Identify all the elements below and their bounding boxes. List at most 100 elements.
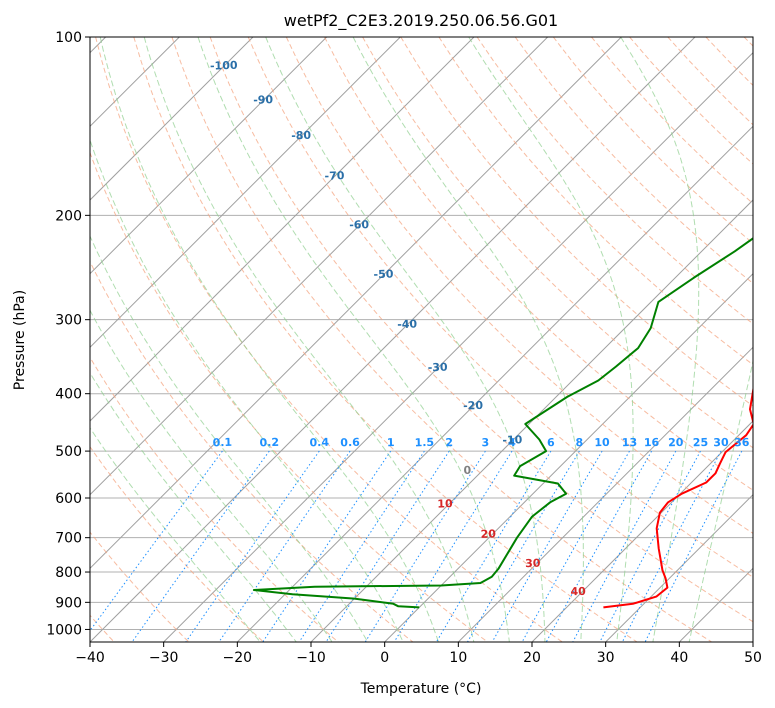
mixing-ratio-line (521, 450, 630, 642)
dry-adiabat-line (171, 37, 712, 642)
dry-adiabat-line (285, 37, 753, 534)
isotherm-line (90, 37, 696, 642)
mixing-ratio-line (393, 450, 513, 642)
dry-adiabat-label: 20 (480, 527, 496, 540)
dry-adiabat-line (133, 37, 638, 642)
dry-adiabat-label: 0 (463, 464, 471, 477)
mixing-ratio-line (545, 450, 653, 642)
x-tick-label: −30 (149, 650, 179, 666)
dry-adiabat-line (90, 356, 339, 642)
isotherm-line (457, 346, 753, 642)
moist-adiabat-line (688, 358, 753, 642)
dry-adiabat-label: 10 (437, 497, 453, 510)
isotherm-line (90, 37, 622, 570)
moist-adiabat-label: -30 (428, 361, 449, 375)
mixing-ratio-label: 6 (547, 436, 555, 449)
dry-adiabat-line (247, 37, 753, 578)
moist-adiabat-line (197, 37, 510, 642)
mixing-ratio-label: 0.4 (309, 436, 329, 450)
isotherm-line (384, 272, 753, 642)
isotherm-line (90, 37, 549, 496)
mixing-ratio-label: 2 (445, 436, 453, 449)
mixing-ratio-line (131, 450, 270, 642)
dry-adiabat-line (90, 531, 190, 642)
x-tick-label: 40 (670, 650, 688, 666)
reference-lines (90, 37, 753, 642)
moist-adiabat-line (90, 138, 404, 642)
x-tick-label: 20 (523, 650, 541, 666)
mixing-ratio-label: 0.6 (340, 436, 360, 450)
mixing-ratio-label: 4 (508, 436, 516, 449)
chart-title: wetPf2_C2E3.2019.250.06.56.G01 (284, 11, 558, 31)
dry-adiabat-line (514, 37, 753, 285)
y-axis-ticks: 100 200 300 400 500 600 700 800 900 1000 (46, 30, 90, 638)
dry-adiabat-line (324, 37, 753, 491)
dry-adiabat-line (476, 37, 753, 325)
mixing-ratio-line (185, 450, 320, 642)
dry-adiabat-line (552, 37, 753, 244)
mixing-ratio-line (621, 450, 722, 642)
moist-adiabat-line (90, 234, 369, 642)
mixing-ratio-label: 30 (713, 436, 729, 449)
isotherm-line (90, 37, 254, 201)
moist-adiabat-label: -80 (291, 129, 312, 143)
isotherm-line (90, 37, 401, 349)
temperature-line (603, 385, 753, 609)
dry-adiabat-line (90, 260, 414, 642)
moist-adiabat-label: -60 (349, 218, 370, 232)
y-tick-label: 1000 (46, 622, 82, 638)
isotherm-line (605, 493, 753, 642)
x-tick-label: 30 (597, 650, 615, 666)
y-axis-label: Pressure (hPa) (12, 290, 28, 390)
dry-adiabat-line (591, 37, 753, 205)
dry-adiabat-line (743, 37, 753, 47)
dry-adiabat-line (400, 37, 753, 407)
y-tick-label: 100 (55, 30, 82, 46)
moist-adiabat-label: -90 (253, 93, 274, 107)
y-tick-label: 600 (55, 491, 82, 507)
mixing-ratio-line (491, 450, 603, 642)
sounding-series (252, 237, 753, 609)
mixing-ratio-label: 1.5 (414, 436, 434, 450)
moist-adiabat-line (90, 371, 297, 642)
dry-adiabat-line (95, 37, 563, 642)
dry-adiabat-label: 30 (525, 557, 541, 570)
mixing-ratio-line (325, 450, 450, 642)
isotherm-line (90, 37, 328, 275)
moist-adiabat-label: -50 (373, 268, 394, 282)
moist-adiabat-label: -70 (324, 169, 345, 183)
y-tick-label: 800 (55, 565, 82, 581)
dry-adiabat-line (90, 151, 488, 642)
mixing-ratio-line (599, 450, 701, 642)
x-tick-label: −40 (75, 650, 105, 666)
mixing-ratio-line (262, 450, 392, 642)
mixing-ratio-line (644, 450, 743, 642)
dry-adiabat-line (705, 37, 753, 87)
moist-adiabat-label: -10 (502, 433, 523, 447)
isotherm-line (236, 125, 753, 642)
x-tick-label: −10 (296, 650, 326, 666)
dry-adiabat-line (438, 37, 753, 366)
mixing-ratio-label: 0.1 (212, 436, 232, 450)
moist-adiabat-line (620, 37, 700, 642)
dry-adiabat-label: 40 (570, 585, 586, 598)
x-axis-label: Temperature (°C) (360, 681, 482, 697)
moist-adiabat-line (265, 37, 546, 642)
x-tick-label: 50 (744, 650, 762, 666)
isotherm-line (531, 420, 753, 642)
x-tick-label: 0 (380, 650, 389, 666)
mixing-ratio-label: 0.2 (259, 436, 279, 450)
reference-line-labels: 0.1 0.2 0.4 0.6 1 1.5 2 3 4 6 8 10 13 16 20 25 30 36-100-… (210, 59, 750, 599)
moist-adiabat-line (468, 37, 634, 642)
isotherm-line (310, 199, 753, 642)
y-tick-label: 900 (55, 595, 82, 611)
x-tick-label: 10 (449, 650, 467, 666)
y-tick-label: 700 (55, 531, 82, 547)
moist-adiabat-line (90, 309, 333, 642)
dry-adiabat-line (90, 445, 264, 642)
moist-adiabat-label: -40 (397, 318, 418, 332)
dewpoint-line (252, 237, 753, 609)
y-tick-label: 400 (55, 387, 82, 403)
mixing-ratio-line (572, 450, 677, 642)
y-tick-label: 300 (55, 313, 82, 329)
